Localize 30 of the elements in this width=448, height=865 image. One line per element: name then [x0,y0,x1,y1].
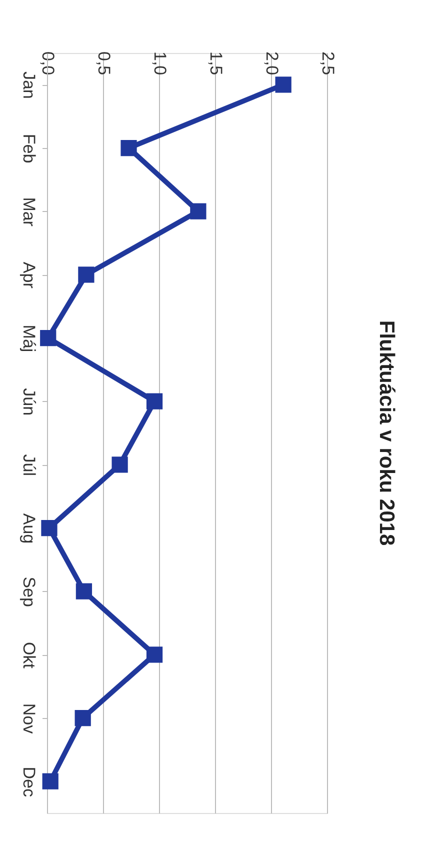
y-tick-label: Nov [20,703,38,734]
y-tick-label: Aug [20,513,38,544]
point [78,266,94,283]
y-tick-label: Apr [20,262,38,289]
x-tick-label: 1,5 [206,52,226,76]
point [74,710,91,726]
point [76,583,92,600]
y-tick-label: Dec [20,766,38,798]
x-tick-label: 2,0 [262,52,282,76]
point [41,520,58,536]
x-tick-label: 0,5 [94,52,114,76]
y-tick-label: Feb [20,134,38,164]
y-tick-label: Sep [20,576,38,607]
y-tick-label: Máj [20,324,38,352]
y-tick-label: Jan [20,71,38,99]
point [146,646,163,663]
y-tick-label: Jún [20,388,38,416]
y-tick-label: Okt [20,642,38,669]
point [112,456,128,473]
y-tick-label: Júl [20,454,38,476]
point [40,330,56,346]
point [275,76,292,93]
point [146,393,163,410]
point [42,773,58,790]
x-tick-label: 2,5 [318,52,338,76]
point [190,203,206,220]
x-tick-label: 1,0 [150,52,170,76]
point [120,140,137,156]
y-tick-label: Mar [20,197,38,227]
text: Fluktuácia v roku 2018 [375,320,398,546]
